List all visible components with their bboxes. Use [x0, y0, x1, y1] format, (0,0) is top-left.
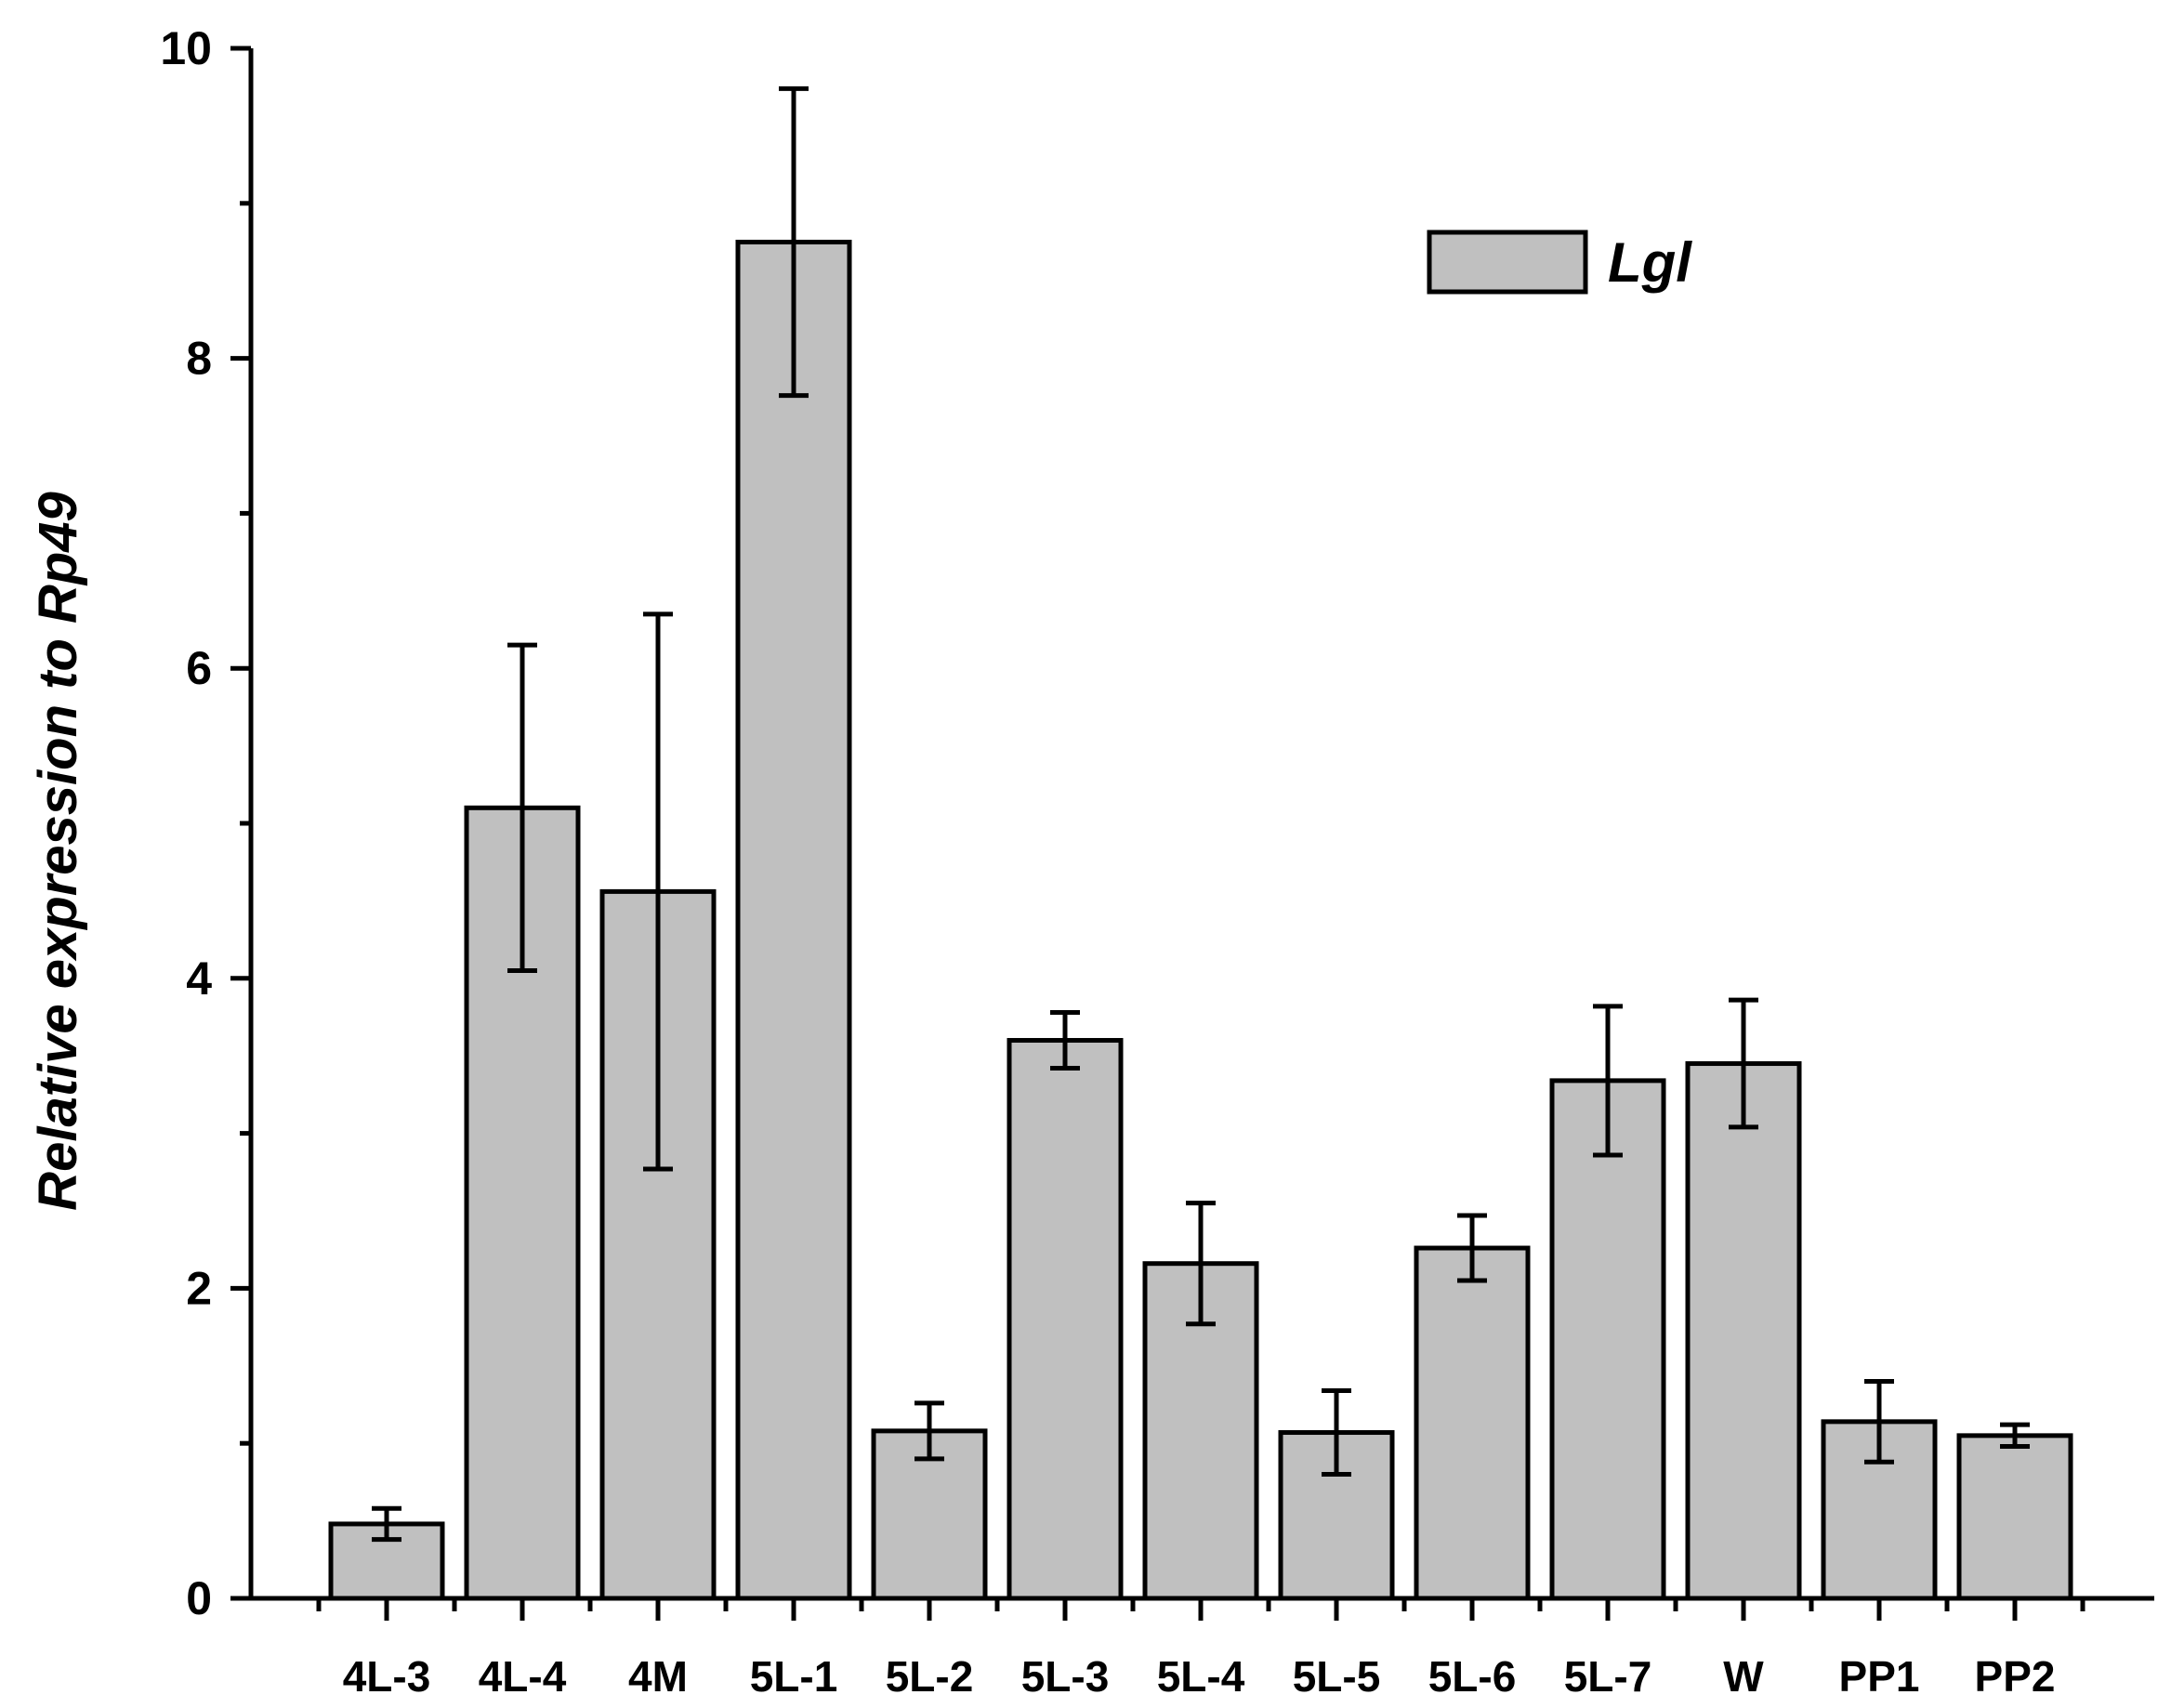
error-bar — [1322, 1387, 1351, 1478]
error-bar — [914, 1400, 944, 1462]
error-bar — [1593, 1004, 1623, 1158]
x-tick-label: 5L-4 — [1157, 1652, 1245, 1701]
error-bar — [1864, 1378, 1894, 1465]
bar — [1414, 1245, 1531, 1601]
y-tick-label: 2 — [186, 1262, 212, 1314]
x-tick-label: 5L-3 — [1021, 1652, 1110, 1701]
y-axis-ticks: 0 2 4 6 8 10 — [160, 22, 251, 1624]
y-tick-label: 0 — [186, 1572, 212, 1624]
x-tick-label: 4L-3 — [343, 1652, 431, 1701]
error-bar — [2000, 1422, 2030, 1450]
bar — [1549, 1078, 1666, 1601]
legend-label: Lgl — [1608, 231, 1692, 294]
x-tick-label: 5L-6 — [1428, 1652, 1517, 1701]
error-bar — [1729, 997, 1758, 1130]
x-tick-label: 5L-2 — [886, 1652, 974, 1701]
y-tick-label: 8 — [186, 333, 212, 385]
y-tick-label: 4 — [186, 953, 212, 1005]
error-bar — [1050, 1009, 1080, 1071]
legend-swatch — [1427, 230, 1588, 295]
error-bar — [779, 85, 809, 399]
error-bar — [507, 642, 537, 973]
x-tick-label: 5L-7 — [1564, 1652, 1652, 1701]
bar — [735, 240, 852, 1601]
error-bar — [1457, 1213, 1487, 1283]
axes — [248, 48, 2154, 1601]
x-tick-label: 4L-4 — [479, 1652, 567, 1701]
x-tick-label: PP1 — [1839, 1652, 1920, 1701]
y-tick-label: 10 — [160, 22, 212, 74]
bars — [328, 240, 2073, 1601]
x-axis-ticks: 4L-3 4L-4 4M 5L-1 5L-2 5L-3 5L-4 5L-5 5L-6 5L-7 W P… — [316, 1598, 2085, 1701]
legend: Lgl — [1427, 230, 1692, 295]
bar — [1007, 1038, 1124, 1601]
x-tick-label: PP2 — [1975, 1652, 2056, 1701]
bar — [1685, 1061, 1802, 1601]
x-tick-label: W — [1723, 1652, 1764, 1701]
y-tick-label: 6 — [186, 642, 212, 694]
x-tick-label: 5L-5 — [1293, 1652, 1381, 1701]
error-bar — [643, 611, 673, 1172]
error-bars — [372, 85, 2030, 1543]
error-bar — [372, 1505, 401, 1543]
y-axis-title: Relative expression to Rp49 — [28, 492, 88, 1211]
error-bar — [1186, 1201, 1216, 1327]
x-tick-label: 5L-1 — [750, 1652, 838, 1701]
bar — [1956, 1433, 2073, 1601]
x-tick-label: 4M — [628, 1652, 688, 1701]
